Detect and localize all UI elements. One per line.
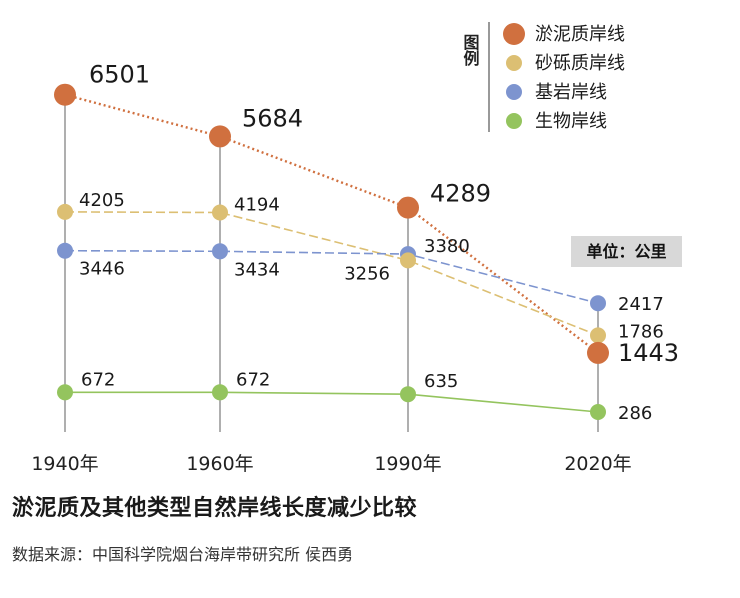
- legend-label-0: 淤泥质岸线: [535, 24, 625, 45]
- legend-marker-1: [506, 55, 522, 71]
- point-s3-2: [400, 386, 416, 403]
- x-tick-1990年: 1990年: [374, 453, 441, 475]
- data-label-s1-2: 3256: [344, 263, 390, 284]
- x-tick-2020年: 2020年: [564, 453, 631, 475]
- legend-label-3: 生物岸线: [535, 111, 607, 132]
- point-s3-0: [57, 384, 73, 401]
- x-tick-1960年: 1960年: [186, 453, 253, 475]
- data-label-s1-1: 4194: [234, 195, 280, 216]
- point-s0-2: [397, 196, 419, 219]
- data-label-s3-3: 286: [618, 403, 652, 424]
- data-label-s1-0: 4205: [79, 190, 125, 211]
- series-line-1: [64, 211, 599, 337]
- point-s3-1: [212, 384, 228, 401]
- data-label-s3-2: 635: [424, 371, 458, 392]
- point-s1-3: [590, 327, 606, 344]
- point-s1-0: [57, 203, 73, 220]
- data-label-s0-2: 4289: [430, 180, 491, 208]
- point-s0-0: [54, 83, 76, 106]
- x-tick-1940年: 1940年: [31, 453, 98, 475]
- legend-label-2: 基岩岸线: [535, 82, 607, 103]
- point-s2-3: [590, 295, 606, 312]
- data-label-s0-3: 1443: [618, 339, 679, 367]
- data-label-s2-0: 3446: [79, 259, 125, 280]
- data-label-s3-1: 672: [236, 369, 270, 390]
- data-points: [54, 83, 609, 420]
- year-guide-lines: [64, 94, 599, 432]
- unit-label: 单位：公里: [571, 236, 682, 267]
- point-s2-1: [212, 243, 228, 260]
- data-label-s0-1: 5684: [242, 104, 303, 132]
- series-line-0: [64, 93, 599, 354]
- data-source: 数据来源：中国科学院烟台海岸带研究所 侯西勇: [12, 545, 354, 564]
- point-s0-3: [587, 341, 609, 364]
- data-label-s3-0: 672: [81, 369, 115, 390]
- point-s2-0: [57, 242, 73, 259]
- series-line-2: [64, 249, 599, 304]
- point-s0-1: [209, 125, 231, 148]
- legend-marker-3: [506, 113, 522, 129]
- series-lines: [64, 93, 599, 413]
- point-s1-1: [212, 204, 228, 221]
- data-label-s2-3: 2417: [618, 294, 664, 315]
- legend-label-1: 砂砾质岸线: [535, 53, 625, 74]
- data-label-s2-1: 3434: [234, 259, 280, 280]
- x-axis-ticks: 1940年 1960年 1990年 2020年: [31, 453, 631, 475]
- point-s1-2: [400, 252, 416, 269]
- point-s3-3: [590, 404, 606, 420]
- data-label-s0-0: 6501: [89, 61, 150, 89]
- data-label-s1-3: 1786: [618, 321, 664, 342]
- legend-marker-0: [503, 23, 525, 45]
- data-labels: 6501 5684 4289 1443 4205 4194 3256 1786 3446 3434…: [79, 61, 679, 424]
- legend-marker-2: [506, 84, 522, 100]
- legend-title: 图例: [461, 34, 480, 67]
- chart-title: 淤泥质及其他类型自然岸线长度减少比较: [12, 496, 418, 521]
- series-line-3: [65, 391, 599, 413]
- data-label-s2-2: 3380: [424, 236, 470, 257]
